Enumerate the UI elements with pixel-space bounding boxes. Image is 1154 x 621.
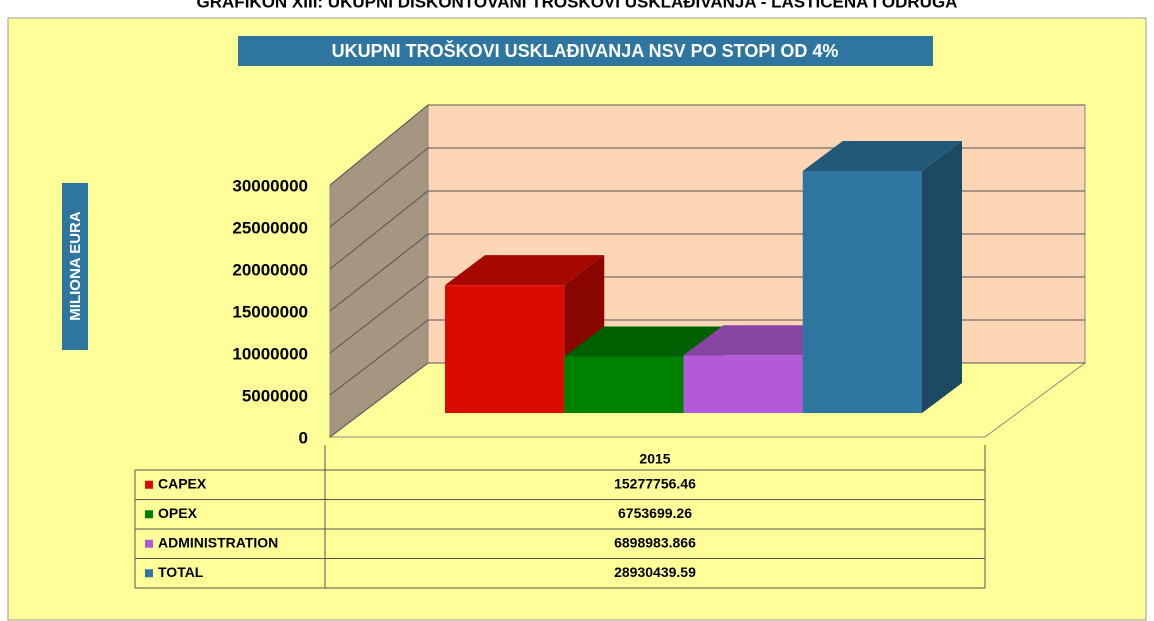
bar <box>445 285 565 413</box>
grid-line <box>329 147 429 228</box>
table-value: 6753699.26 <box>618 505 692 521</box>
page-heading: GRAFIKON XIII: UKUPNI DISKONTOVANI TROŠK… <box>197 0 958 11</box>
legend-swatch <box>145 539 153 548</box>
bar-top <box>445 255 605 286</box>
y-tick-label: 0 <box>299 428 308 447</box>
grid-line <box>329 319 429 396</box>
bar <box>683 355 803 413</box>
bar-side <box>922 140 962 413</box>
y-tick-label: 30000000 <box>232 176 308 195</box>
y-tick-label: 25000000 <box>232 218 308 237</box>
y-tick-label: 15000000 <box>232 302 308 321</box>
table-value: 28930439.59 <box>614 564 696 580</box>
grid-line <box>329 276 429 354</box>
legend-swatch <box>145 569 153 578</box>
bar <box>564 356 684 413</box>
bar-top <box>802 140 962 171</box>
bar <box>802 170 922 413</box>
legend-swatch <box>145 510 153 519</box>
grid-line <box>329 233 429 312</box>
legend-swatch <box>145 480 153 489</box>
y-tick-label: 10000000 <box>232 344 308 363</box>
title-box <box>238 36 933 66</box>
legend-label: CAPEX <box>158 475 207 491</box>
legend-label: TOTAL <box>158 564 204 580</box>
table-header: 2015 <box>639 451 670 467</box>
table-value: 15277756.46 <box>614 475 696 491</box>
y-tick-label: 5000000 <box>242 386 308 405</box>
chart-title: UKUPNI TROŠKOVI USKLAĐIVANJA NSV PO STOP… <box>332 40 839 61</box>
legend-label: OPEX <box>158 505 198 521</box>
grid-line <box>329 104 429 186</box>
y-tick-label: 20000000 <box>232 260 308 279</box>
table-value: 6898983.866 <box>614 534 696 550</box>
bar-top <box>564 326 724 357</box>
y-label-box <box>62 183 88 350</box>
grid-line <box>329 362 429 438</box>
grid-line <box>329 190 429 270</box>
legend-label: ADMINISTRATION <box>158 534 278 550</box>
y-axis-label: MILIONA EURA <box>67 211 84 321</box>
